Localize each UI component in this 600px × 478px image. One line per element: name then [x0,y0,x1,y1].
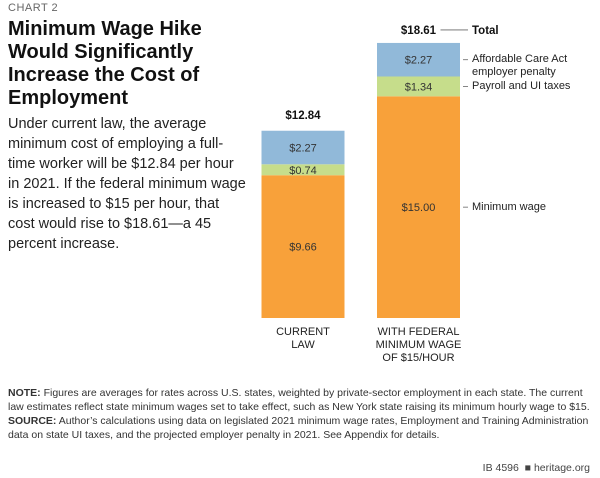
bar-segment [377,96,460,318]
source-label: SOURCE: [8,415,57,427]
footer: IB 4596 ■ heritage.org [482,462,590,474]
notes: NOTE: Figures are averages for rates acr… [8,386,593,442]
value-label: $2.27 [289,143,317,155]
note: NOTE: Figures are averages for rates acr… [8,386,593,414]
bar-segment [261,175,345,318]
value-label: $9.66 [289,242,317,254]
x-tick-label: CURRENT LAW [276,326,330,351]
legend-label: Affordable Care Act employer penalty [472,52,568,78]
legend-label: Minimum wage [472,200,546,213]
bar-segment [377,76,460,97]
footer-id: IB 4596 [482,462,519,474]
value-label: $1.34 [405,81,433,93]
source: SOURCE: Author’s calculations using data… [8,414,593,442]
note-label: NOTE: [8,387,41,399]
legend-label: Payroll and UI taxes [472,79,571,92]
total-label: $18.61 [401,25,437,37]
note-text: Figures are averages for rates across U.… [8,387,590,413]
value-label: $15.00 [402,202,436,214]
description: Under current law, the average minimum c… [8,116,246,252]
source-text: Author’s calculations using data on legi… [8,415,589,441]
value-label: $2.27 [405,55,433,67]
total-label: $12.84 [285,110,321,122]
bar-segment [377,42,460,77]
x-tick-label: WITH FEDERAL MINIMUM WAGE OF $15/HOUR [376,326,462,364]
chart-title: Minimum Wage Hike Would Significantly In… [8,18,202,109]
footer-site: heritage.org [533,462,590,474]
bar-segment [261,130,345,165]
kicker: CHART 2 [8,2,59,14]
total-legend: Total [472,25,499,37]
bar-segment [261,164,345,176]
value-label: $0.74 [289,165,317,177]
